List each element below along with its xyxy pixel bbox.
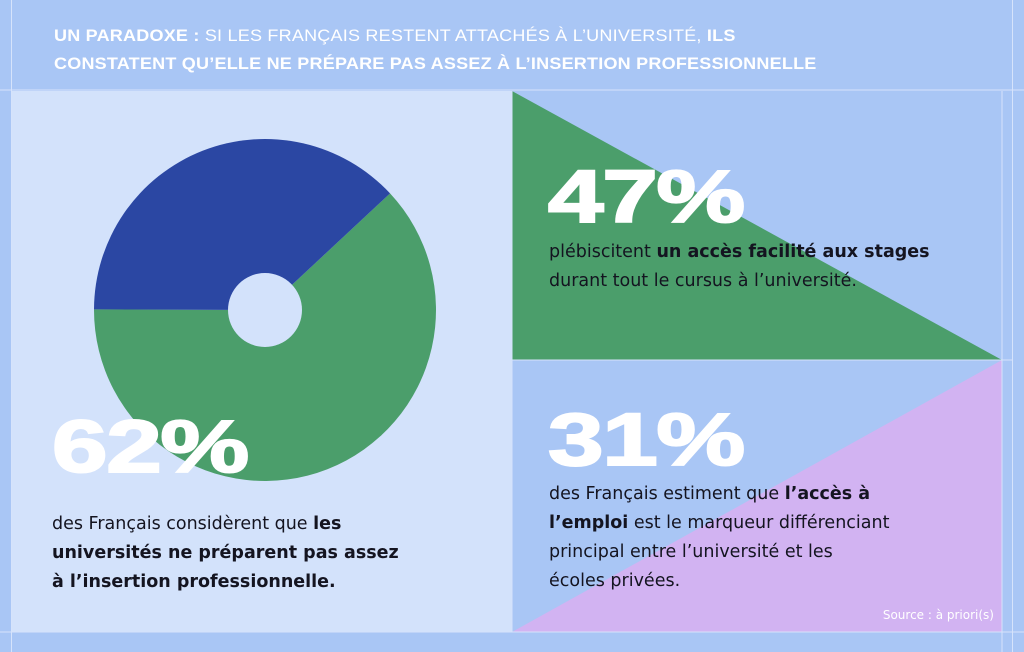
- text-bold: un accès facilité aux stages: [656, 242, 930, 262]
- text: des Français estiment que: [549, 484, 785, 504]
- stat-62-value: 62%: [51, 405, 251, 488]
- text: écoles privées.: [549, 571, 681, 591]
- stat-31-value: 31%: [547, 398, 747, 481]
- stat-47-value: 47%: [547, 155, 747, 238]
- title-light: SI LES FRANÇAIS RESTENT ATTACHÉS À L’UNI…: [199, 26, 707, 45]
- title-bold: UN PARADOXE :: [54, 26, 200, 45]
- title-line2: CONSTATENT QU’ELLE NE PRÉPARE PAS ASSEZ …: [54, 54, 817, 73]
- text: principal entre l’université et les: [549, 542, 833, 562]
- text: des Français considèrent que: [52, 514, 314, 534]
- pie-chart: [94, 138, 436, 481]
- text: durant tout le cursus à l’université.: [549, 271, 857, 291]
- stat-47-text: plébiscitent un accès facilité aux stage…: [549, 238, 930, 296]
- stat-62-text: des Français considèrent que les univers…: [52, 510, 399, 597]
- text-bold: l’emploi: [549, 513, 629, 533]
- text-bold: les: [313, 514, 342, 534]
- text-bold: l’accès à: [784, 484, 871, 504]
- stat-31-text: des Français estiment que l’accès à l’em…: [549, 480, 889, 596]
- text-bold: à l’insertion professionnelle.: [52, 572, 336, 592]
- pie-slice: [94, 138, 391, 310]
- text: plébiscitent: [549, 242, 657, 262]
- purple-triangle: [512, 360, 1002, 632]
- green-triangle: [512, 91, 1002, 360]
- pie-hole: [228, 273, 302, 347]
- text-bold: universités ne préparent pas assez: [52, 543, 399, 563]
- text: est le marqueur différenciant: [628, 513, 890, 533]
- source-note: Source : à priori(s): [882, 608, 994, 622]
- page-title: UN PARADOXE : SI LES FRANÇAIS RESTENT AT…: [54, 22, 1024, 78]
- title-bold: ILS: [706, 26, 736, 45]
- divider: [11, 0, 12, 652]
- divider: [1012, 0, 1013, 652]
